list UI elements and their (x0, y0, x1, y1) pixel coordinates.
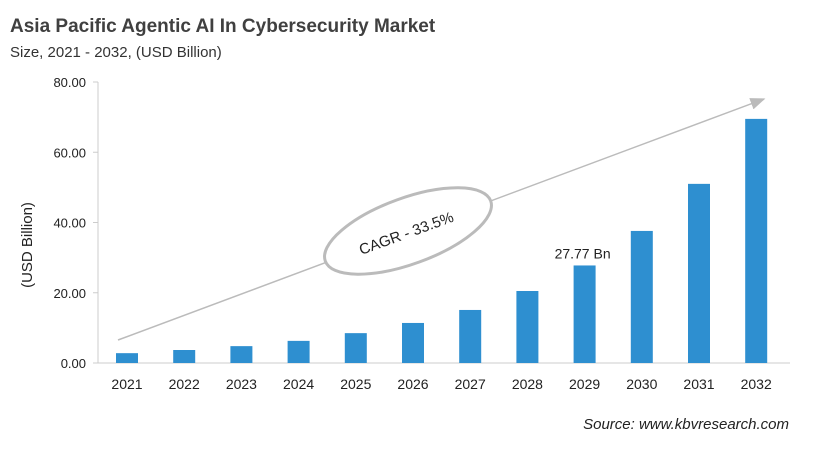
bar-2028 (516, 290, 539, 363)
bar-2032 (745, 118, 768, 363)
x-tick-label: 2027 (455, 376, 486, 392)
y-tick-label: 20.00 (53, 286, 86, 301)
x-tick-label: 2022 (169, 376, 200, 392)
data-label: 27.77 Bn (555, 245, 611, 261)
chart-subtitle: Size, 2021 - 2032, (USD Billion) (10, 44, 222, 61)
y-tick-label: 0.00 (61, 356, 86, 371)
y-tick-label: 80.00 (53, 75, 86, 90)
bar-2023 (230, 346, 253, 363)
bar-2025 (344, 333, 367, 363)
bar-2027 (459, 309, 482, 363)
bar-2024 (287, 340, 310, 363)
x-tick-label: 2025 (340, 376, 371, 392)
x-tick-label: 2030 (626, 376, 657, 392)
cagr-ellipse (323, 186, 493, 276)
x-tick-label: 2021 (111, 376, 142, 392)
y-axis-label: (USD Billion) (19, 202, 36, 288)
bar-2022 (173, 350, 196, 363)
x-tick-label: 2028 (512, 376, 543, 392)
x-tick-label: 2026 (397, 376, 428, 392)
x-tick-label: 2032 (741, 376, 772, 392)
y-tick-label: 40.00 (53, 216, 86, 231)
chart-title: Asia Pacific Agentic AI In Cybersecurity… (10, 16, 436, 37)
bar-2031 (688, 183, 710, 363)
x-tick-label: 2031 (683, 376, 714, 392)
bar-2029 (573, 265, 596, 363)
bar-2026 (402, 322, 424, 363)
bar-2030 (630, 230, 653, 363)
y-tick-label: 60.00 (53, 145, 86, 160)
x-tick-label: 2029 (569, 376, 600, 392)
x-tick-label: 2024 (283, 376, 314, 392)
bar-2021 (116, 353, 138, 363)
x-tick-label: 2023 (226, 376, 257, 392)
source-note: Source: www.kbvresearch.com (583, 416, 789, 433)
